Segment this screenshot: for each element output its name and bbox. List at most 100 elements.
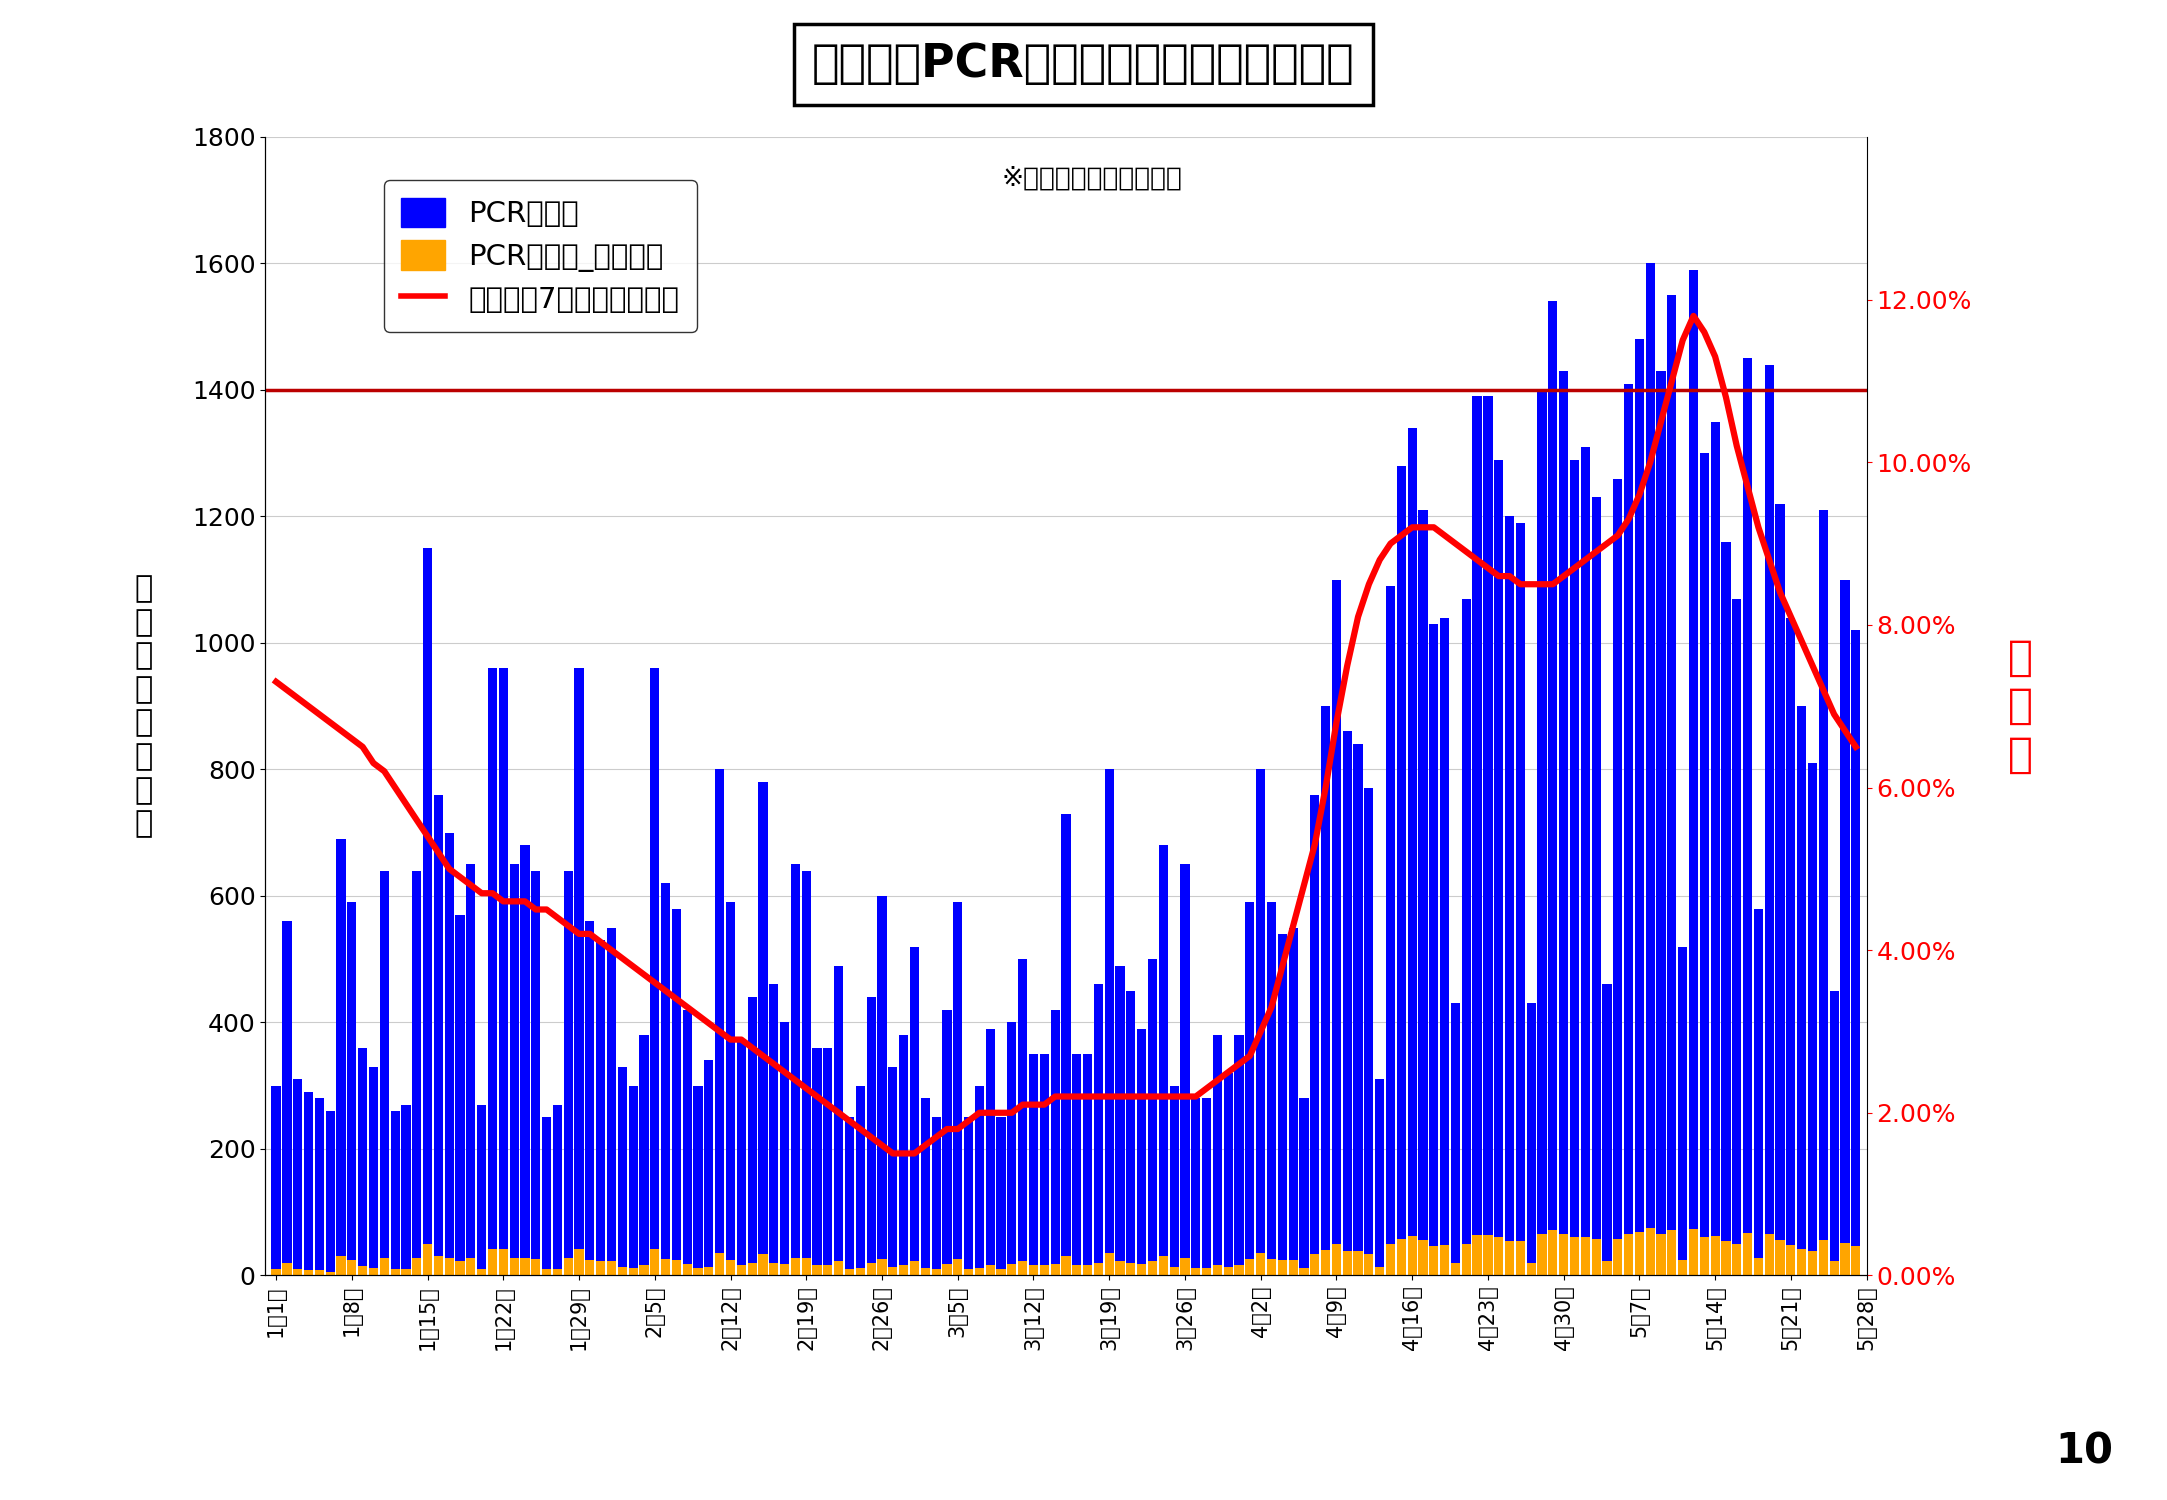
陽性率（7日間移動平均） bbox=[1140, 1088, 1166, 1106]
Bar bbox=[303, 1092, 314, 1275]
Bar bbox=[758, 782, 767, 1275]
陽性率（7日間移動平均） bbox=[1679, 308, 1705, 326]
Bar bbox=[509, 1257, 518, 1275]
Bar bbox=[1851, 1245, 1861, 1275]
Bar bbox=[997, 1269, 1005, 1275]
Bar bbox=[1376, 1266, 1385, 1275]
Bar bbox=[1116, 1262, 1125, 1275]
Bar bbox=[791, 1257, 800, 1275]
Bar bbox=[1170, 1266, 1179, 1275]
Bar bbox=[1300, 1098, 1309, 1275]
Bar bbox=[1731, 1244, 1742, 1275]
Bar bbox=[444, 1257, 453, 1275]
Bar bbox=[813, 1047, 821, 1275]
Bar bbox=[433, 795, 442, 1275]
Bar bbox=[867, 1263, 875, 1275]
Bar bbox=[1311, 1254, 1320, 1275]
Bar bbox=[1484, 396, 1493, 1275]
Bar bbox=[1257, 1254, 1266, 1275]
Bar bbox=[1224, 1072, 1233, 1275]
Bar bbox=[1645, 1228, 1656, 1275]
Bar bbox=[802, 1257, 810, 1275]
Bar bbox=[596, 1262, 605, 1275]
Bar bbox=[628, 1268, 637, 1275]
Bar bbox=[1398, 1239, 1406, 1275]
Bar bbox=[293, 1269, 303, 1275]
Bar bbox=[444, 833, 453, 1275]
Bar bbox=[1149, 1262, 1157, 1275]
Bar bbox=[1796, 706, 1807, 1275]
Bar bbox=[899, 1035, 908, 1275]
Bar bbox=[650, 669, 659, 1275]
Bar bbox=[1138, 1029, 1146, 1275]
Bar bbox=[1591, 498, 1601, 1275]
陽性率（7日間移動平均） bbox=[262, 674, 288, 692]
Bar bbox=[1279, 934, 1287, 1275]
Text: 10: 10 bbox=[2054, 1431, 2113, 1473]
Bar bbox=[1105, 770, 1114, 1275]
Bar bbox=[1851, 630, 1861, 1275]
Bar bbox=[1040, 1266, 1049, 1275]
Bar bbox=[975, 1268, 984, 1275]
Bar bbox=[1159, 1257, 1168, 1275]
Bar bbox=[1452, 1004, 1461, 1275]
Bar bbox=[1634, 339, 1645, 1275]
Bar bbox=[563, 870, 572, 1275]
陽性率（7日間移動平均） bbox=[880, 1144, 906, 1162]
Bar bbox=[455, 915, 464, 1275]
Bar bbox=[1463, 1245, 1471, 1275]
Bar bbox=[271, 1269, 282, 1275]
Bar bbox=[358, 1266, 366, 1275]
Bar bbox=[347, 903, 355, 1275]
Bar bbox=[1224, 1266, 1233, 1275]
Bar bbox=[878, 896, 886, 1275]
Bar bbox=[1192, 1098, 1201, 1275]
Bar bbox=[693, 1268, 702, 1275]
Bar bbox=[368, 1066, 377, 1275]
Bar bbox=[704, 1060, 713, 1275]
Bar bbox=[715, 770, 724, 1275]
Bar bbox=[1094, 1263, 1103, 1275]
Bar bbox=[1666, 1230, 1677, 1275]
Bar bbox=[1526, 1263, 1536, 1275]
Bar bbox=[1430, 1245, 1439, 1275]
Bar bbox=[401, 1269, 410, 1275]
Bar bbox=[1279, 1260, 1287, 1275]
Bar bbox=[769, 1263, 778, 1275]
Bar bbox=[964, 1118, 973, 1275]
Bar bbox=[358, 1047, 366, 1275]
Bar bbox=[1558, 1233, 1569, 1275]
Bar bbox=[1441, 1245, 1450, 1275]
Bar bbox=[607, 1262, 615, 1275]
Bar bbox=[845, 1118, 854, 1275]
Bar bbox=[1376, 1080, 1385, 1275]
Bar bbox=[1753, 909, 1764, 1275]
Bar bbox=[1333, 1244, 1341, 1275]
Bar bbox=[1235, 1266, 1244, 1275]
Bar bbox=[1504, 1240, 1515, 1275]
Bar bbox=[1764, 364, 1775, 1275]
Bar bbox=[1322, 1250, 1331, 1275]
Bar bbox=[1569, 1238, 1580, 1275]
Bar bbox=[899, 1266, 908, 1275]
Bar bbox=[1796, 1250, 1807, 1275]
Text: 奈良県のPCR検査件数及び陽性率の推移: 奈良県のPCR検査件数及び陽性率の推移 bbox=[813, 42, 1354, 87]
陽性率（7日間移動平均） bbox=[1497, 567, 1523, 585]
Bar bbox=[574, 1250, 583, 1275]
Bar bbox=[1311, 795, 1320, 1275]
Bar bbox=[1040, 1054, 1049, 1275]
Bar bbox=[1235, 1035, 1244, 1275]
Bar bbox=[466, 1257, 475, 1275]
Bar bbox=[1710, 1236, 1721, 1275]
Bar bbox=[791, 864, 800, 1275]
Bar bbox=[542, 1118, 550, 1275]
Bar bbox=[1623, 384, 1634, 1275]
Bar bbox=[1493, 1238, 1504, 1275]
Bar bbox=[303, 1270, 314, 1275]
Bar bbox=[1084, 1054, 1092, 1275]
Bar bbox=[1775, 1240, 1786, 1275]
Bar bbox=[1547, 302, 1558, 1275]
Bar bbox=[628, 1086, 637, 1275]
Bar bbox=[834, 1262, 843, 1275]
Bar bbox=[1526, 1004, 1536, 1275]
